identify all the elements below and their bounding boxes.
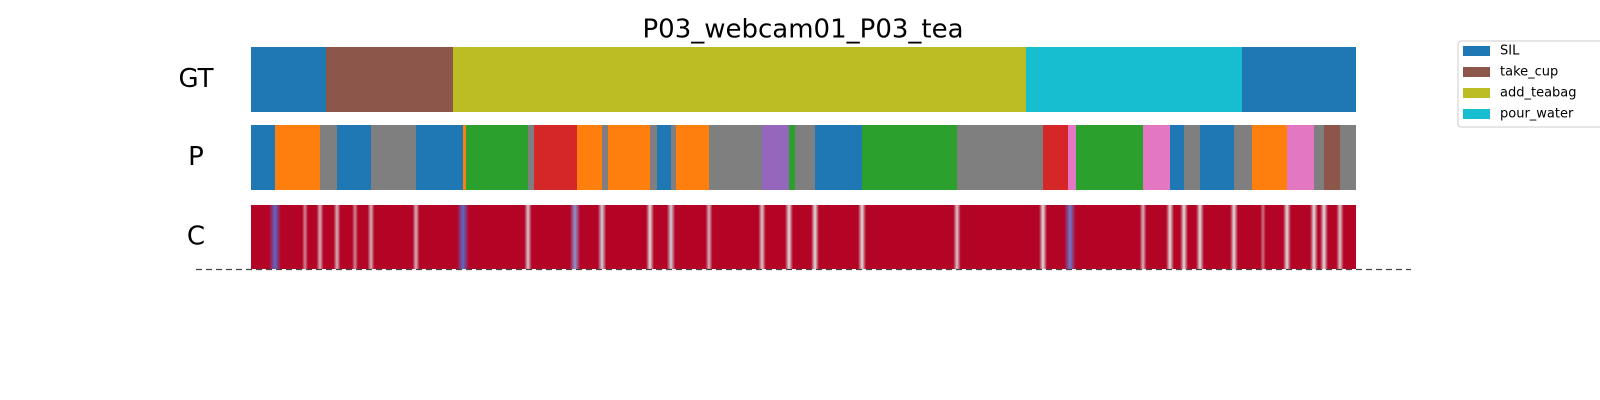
segment [463, 125, 466, 190]
legend-label: add_teabag [1500, 86, 1577, 101]
confidence-dip [1166, 205, 1174, 269]
segment [1043, 125, 1068, 190]
segment [862, 125, 957, 190]
confidence-dip [316, 205, 324, 269]
confidence-dip [457, 205, 469, 269]
confidence-dip [705, 205, 713, 269]
legend-swatch [1463, 67, 1490, 77]
segment [1340, 125, 1356, 190]
confidence-dip [1283, 205, 1291, 269]
confidence-dip [758, 205, 766, 269]
confidence-dip [302, 205, 308, 269]
segment [466, 125, 528, 190]
segment [1314, 125, 1324, 190]
segment [1234, 125, 1252, 190]
segment [326, 47, 453, 112]
confidence-dip [785, 205, 793, 269]
segment [320, 125, 337, 190]
segment [251, 47, 326, 112]
confidence-dip [1260, 205, 1266, 269]
segment [795, 125, 815, 190]
segment [1287, 125, 1314, 190]
legend-swatch [1463, 88, 1490, 98]
segment [1200, 125, 1234, 190]
segment [608, 125, 650, 190]
segment [453, 47, 1026, 112]
confidence-dip [1180, 205, 1188, 269]
segment [534, 125, 577, 190]
confidence-dip [1064, 205, 1076, 269]
segment [1076, 125, 1143, 190]
segment [957, 125, 1043, 190]
legend-label: SIL [1500, 44, 1520, 59]
segment [528, 125, 534, 190]
confidence-dip [1139, 205, 1147, 269]
segment [676, 125, 709, 190]
legend-swatch [1463, 109, 1490, 119]
confidence-dip [1310, 205, 1318, 269]
segment [671, 125, 676, 190]
row-label: GT [178, 64, 213, 94]
segment [709, 125, 762, 190]
chart-title: P03_webcam01_P03_tea [642, 15, 963, 45]
segment [251, 125, 275, 190]
segment [1242, 47, 1356, 112]
segment [371, 125, 416, 190]
segment [815, 125, 862, 190]
segment [762, 125, 789, 190]
legend-swatch [1463, 46, 1490, 56]
confidence-dip [1320, 205, 1328, 269]
confidence-dip [524, 205, 532, 269]
confidence-dip [646, 205, 654, 269]
segment [337, 125, 371, 190]
segment [275, 125, 320, 190]
segment [1068, 125, 1076, 190]
segment [577, 125, 602, 190]
segment [789, 125, 795, 190]
confidence-dip [352, 205, 358, 269]
segment [657, 125, 671, 190]
confidence-dip [333, 205, 341, 269]
segment [416, 125, 463, 190]
confidence-dip [569, 205, 581, 269]
segment [650, 125, 657, 190]
legend-label: pour_water [1500, 107, 1574, 122]
confidence-dip [1039, 205, 1047, 269]
legend-frame [1457, 40, 1600, 128]
segment [1026, 47, 1242, 112]
row-label: C [187, 222, 205, 252]
confidence-dip [367, 205, 375, 269]
segment [1324, 125, 1340, 190]
confidence-dip [597, 205, 607, 269]
confidence-dip [1336, 205, 1344, 269]
confidence-dip [953, 205, 961, 269]
segment [1252, 125, 1287, 190]
confidence-dip [811, 205, 819, 269]
confidence-dip [858, 205, 866, 269]
confidence-dip [666, 205, 676, 269]
segment [602, 125, 608, 190]
confidence-dip [1230, 205, 1238, 269]
confidence-dip [269, 205, 281, 269]
confidence-dip [412, 205, 420, 269]
segment [1184, 125, 1200, 190]
segment [1143, 125, 1170, 190]
segment [1170, 125, 1184, 190]
legend-label: take_cup [1500, 65, 1558, 80]
row-label: P [188, 142, 204, 172]
confidence-dip [1196, 205, 1204, 269]
